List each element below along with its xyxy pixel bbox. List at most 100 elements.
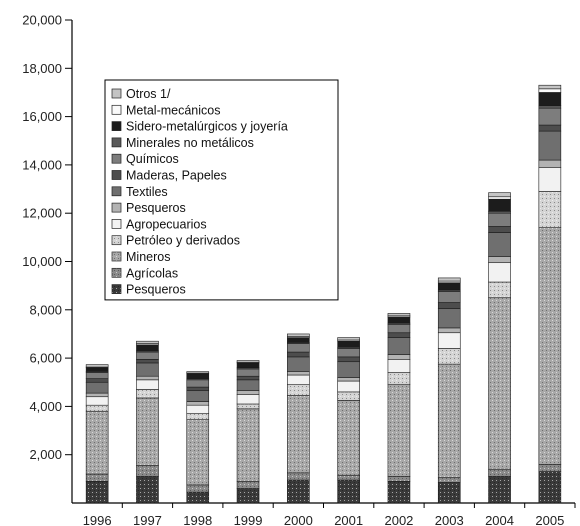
- bar-segment: [488, 256, 511, 264]
- legend-box: [104, 79, 339, 301]
- bar-segment: [136, 375, 159, 381]
- legend-swatch: [111, 121, 122, 131]
- y-tick-label: 12,000: [22, 206, 62, 221]
- x-tick-label: 1999: [234, 513, 263, 526]
- bar-segment: [136, 362, 159, 377]
- bar-segment: [387, 332, 411, 338]
- bar-segment: [186, 373, 210, 379]
- bar-segment: [488, 232, 511, 257]
- bar-segment: [337, 337, 360, 341]
- bar-segment: [387, 359, 411, 373]
- x-tick-label: 1998: [183, 513, 212, 526]
- bar-segment: [387, 354, 411, 360]
- x-tick-label: 1997: [133, 513, 162, 526]
- bar-segment: [236, 368, 260, 377]
- bar-segment: [287, 371, 310, 376]
- x-tick-label: 2005: [535, 513, 564, 526]
- bar-segment: [387, 316, 411, 324]
- bar-segment: [387, 476, 411, 482]
- bar-segment: [85, 372, 109, 379]
- bar-segment: [387, 313, 411, 317]
- bar-segment: [337, 348, 360, 358]
- bar-segment: [287, 472, 310, 481]
- bar-segment: [387, 372, 411, 385]
- bar-segment: [488, 198, 511, 212]
- bar-segment: [287, 374, 310, 385]
- x-tick-label: 2004: [485, 513, 514, 526]
- legend-label: Minerales no metálicos: [126, 136, 254, 150]
- bar-segment: [337, 400, 360, 476]
- bar-segment: [538, 227, 562, 465]
- bar-segment: [437, 327, 461, 334]
- bar-segment: [85, 410, 109, 475]
- x-tick-label: 1996: [83, 513, 112, 526]
- bar-segment: [488, 281, 511, 299]
- legend-label: Pesqueros: [126, 283, 186, 297]
- y-tick-label: 10,000: [22, 254, 62, 269]
- bar-segment: [136, 359, 159, 364]
- x-tick-label: 2002: [384, 513, 413, 526]
- bar-segment: [538, 191, 562, 228]
- bar-segment: [488, 196, 511, 200]
- legend-swatch: [111, 251, 122, 262]
- x-tick-label: 2001: [334, 513, 363, 526]
- bar-segment: [136, 351, 159, 360]
- legend-swatch: [111, 170, 122, 180]
- legend-label: Sidero-metalúrgicos y joyería: [126, 120, 288, 134]
- bar-segment: [538, 107, 562, 126]
- x-tick-label: 2003: [435, 513, 464, 526]
- bar-segment: [186, 371, 210, 374]
- bar-segment: [186, 401, 210, 406]
- bar-segment: [437, 302, 461, 309]
- bar-segment: [236, 379, 260, 392]
- bar-segment: [287, 395, 310, 474]
- legend-label: Agrícolas: [126, 266, 178, 280]
- bar-segment: [287, 337, 310, 343]
- bar-segment: [488, 226, 511, 233]
- bar-segment: [236, 403, 260, 410]
- bar-segment: [136, 340, 159, 344]
- bar-segment: [236, 488, 260, 504]
- legend-swatch: [111, 153, 122, 164]
- y-tick-label: 18,000: [22, 61, 62, 76]
- bar-segment: [85, 404, 109, 412]
- bar-segment: [85, 473, 109, 482]
- bar-segment: [538, 88, 562, 93]
- legend-swatch: [111, 202, 122, 213]
- legend-label: Agropecuarios: [126, 217, 207, 231]
- bar-segment: [136, 476, 159, 504]
- bar-segment: [236, 375, 260, 381]
- y-tick-label: 8,000: [29, 302, 62, 317]
- legend-label: Otros 1/: [126, 87, 171, 101]
- bar-segment: [337, 391, 360, 401]
- bar-segment: [437, 277, 461, 282]
- legend-swatch: [111, 137, 122, 148]
- bar-segment: [337, 340, 360, 348]
- bar-segment: [488, 476, 511, 504]
- bar-segment: [186, 379, 210, 388]
- bar-segment: [538, 159, 562, 168]
- bar-segment: [85, 378, 109, 383]
- bar-segment: [538, 92, 562, 107]
- legend-swatch: [111, 104, 122, 115]
- bar-segment: [186, 386, 210, 392]
- y-tick-label: 2,000: [29, 447, 62, 462]
- legend: Otros 1/Metal-mecánicos Sidero-metalúrgic…: [104, 79, 339, 301]
- bar-segment: [538, 167, 562, 192]
- bar-segment: [85, 396, 109, 406]
- bar-segment: [337, 479, 360, 504]
- bars: [85, 84, 562, 504]
- bar-segment: [236, 360, 260, 363]
- bar-segment: [85, 392, 109, 398]
- bar-segment: [287, 356, 310, 372]
- bar-segment: [287, 333, 310, 337]
- bar-segment: [337, 361, 360, 378]
- bar-segment: [186, 484, 210, 493]
- bar-segment: [236, 408, 260, 482]
- bar-segment: [136, 389, 159, 399]
- bar-segment: [136, 397, 159, 466]
- bar-segment: [437, 282, 461, 291]
- bar-segment: [287, 343, 310, 353]
- bar-segment: [85, 367, 109, 372]
